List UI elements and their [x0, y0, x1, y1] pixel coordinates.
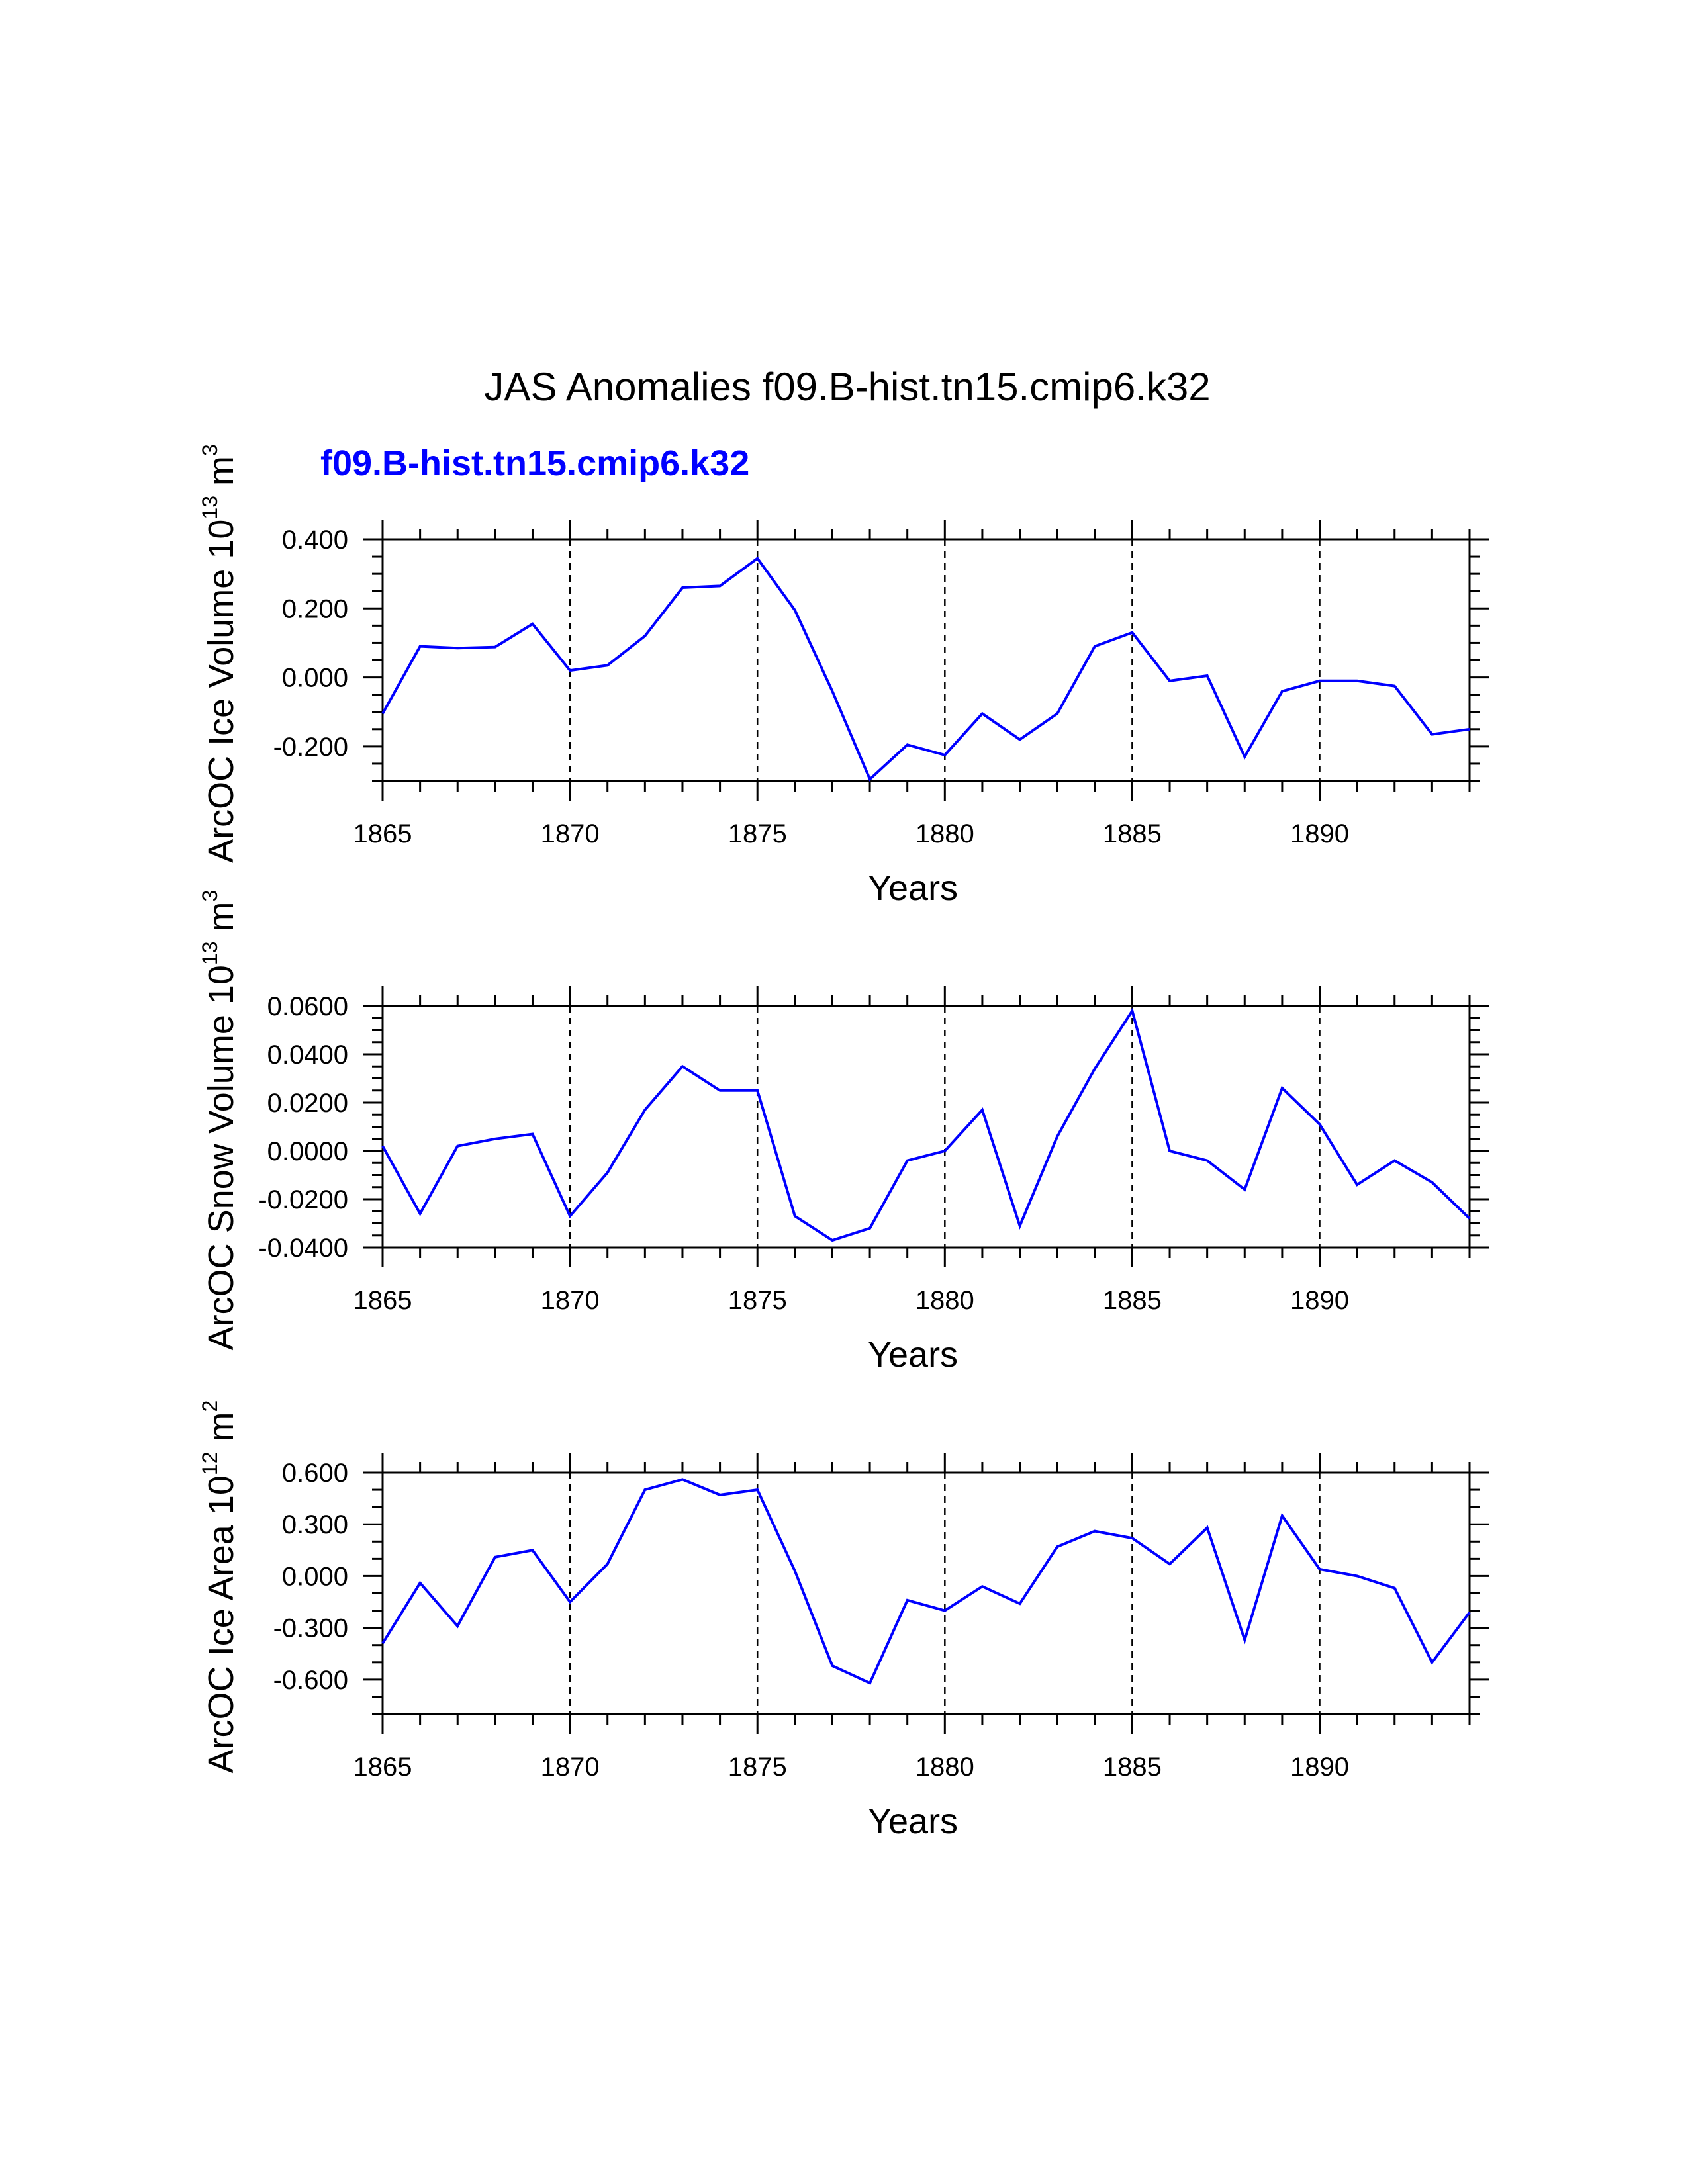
y-axis-unit-tail-exponent: 3: [198, 444, 222, 456]
y-tick-label: 0.0000: [267, 1137, 348, 1166]
y-axis-title: ArcOC Snow Volume 1013 m3: [198, 890, 241, 1351]
y-axis-unit-tail: m: [201, 901, 241, 941]
y-axis-title-name: ArcOC Ice Area: [201, 1515, 241, 1773]
y-tick-label: 0.300: [282, 1510, 348, 1539]
x-tick-label: 1880: [915, 1286, 974, 1315]
y-axis-unit-tail: m: [201, 456, 241, 496]
y-axis-unit-tail-exponent: 3: [198, 890, 222, 902]
y-axis-unit-tail: m: [201, 1412, 241, 1451]
y-tick-label: 0.400: [282, 525, 348, 555]
x-tick-label: 1890: [1290, 1286, 1349, 1315]
y-tick-label: 0.600: [282, 1459, 348, 1488]
x-tick-label: 1870: [541, 819, 600, 848]
x-tick-label: 1885: [1103, 1752, 1162, 1782]
y-axis-title-name: ArcOC Snow Volume: [201, 1005, 241, 1350]
y-axis-unit-base: 10: [201, 520, 241, 559]
x-tick-label: 1875: [728, 1286, 787, 1315]
plot-frame: [381, 1005, 1471, 1249]
x-tick-label: 1870: [541, 1286, 600, 1315]
panel-snow-volume: 1865 1870 1875 1880 1885 1890 Years -0.0400 -0.0…: [198, 890, 1489, 1375]
y-tick-label: -0.600: [273, 1666, 348, 1695]
y-axis-unit-tail-exponent: 2: [198, 1400, 222, 1412]
y-tick-label: -0.0200: [258, 1185, 348, 1214]
y-axis-unit-exponent: 12: [198, 1451, 222, 1475]
x-tick-label: 1875: [728, 819, 787, 848]
x-axis-title: Years: [868, 868, 958, 908]
x-tick-label: 1885: [1103, 1286, 1162, 1315]
y-tick-label: 0.000: [282, 1562, 348, 1591]
figure-title: JAS Anomalies f09.B-hist.tn15.cmip6.k32: [484, 365, 1210, 409]
plot-frame: [381, 538, 1471, 782]
y-axis-unit-base: 10: [201, 1475, 241, 1515]
y-axis-unit-exponent: 13: [198, 496, 222, 520]
y-axis-unit-base: 10: [201, 965, 241, 1005]
x-tick-label: 1875: [728, 1752, 787, 1782]
y-axis-title-name: ArcOC Ice Volume: [201, 559, 241, 863]
x-tick-label: 1890: [1290, 1752, 1349, 1782]
x-tick-label: 1880: [915, 1752, 974, 1782]
x-tick-label: 1880: [915, 819, 974, 848]
y-tick-label: 0.0200: [267, 1089, 348, 1118]
series-line: [381, 1007, 1471, 1242]
plot-frame: [381, 1471, 1471, 1715]
panel-ice-volume: 1865 1870 1875 1880 1885 1890 Years -0.200 0.000…: [198, 444, 1489, 908]
x-axis-title: Years: [868, 1335, 958, 1375]
x-tick-label: 1870: [541, 1752, 600, 1782]
x-tick-label: 1890: [1290, 819, 1349, 848]
series-line: [381, 556, 1470, 782]
y-tick-label: 0.000: [282, 664, 348, 693]
x-tick-label: 1865: [353, 819, 412, 848]
y-axis-unit-exponent: 13: [198, 941, 222, 965]
series-line: [381, 1478, 1471, 1685]
x-tick-label: 1865: [353, 1286, 412, 1315]
y-tick-label: 0.0600: [267, 992, 348, 1021]
x-tick-label: 1865: [353, 1752, 412, 1782]
x-tick-label: 1885: [1103, 819, 1162, 848]
series-legend-label: f09.B-hist.tn15.cmip6.k32: [320, 443, 749, 483]
y-tick-label: -0.0400: [258, 1234, 348, 1263]
y-tick-label: -0.300: [273, 1614, 348, 1643]
y-axis-title: ArcOC Ice Area 1012 m2: [198, 1400, 241, 1774]
panel-ice-area: 1865 1870 1875 1880 1885 1890 Years -0.600 -0.30…: [198, 1400, 1489, 1841]
y-axis-title: ArcOC Ice Volume 1013 m3: [198, 444, 241, 863]
y-tick-label: 0.0400: [267, 1040, 348, 1069]
y-tick-label: 0.200: [282, 594, 348, 623]
y-tick-label: -0.200: [273, 733, 348, 762]
x-axis-title: Years: [868, 1801, 958, 1841]
